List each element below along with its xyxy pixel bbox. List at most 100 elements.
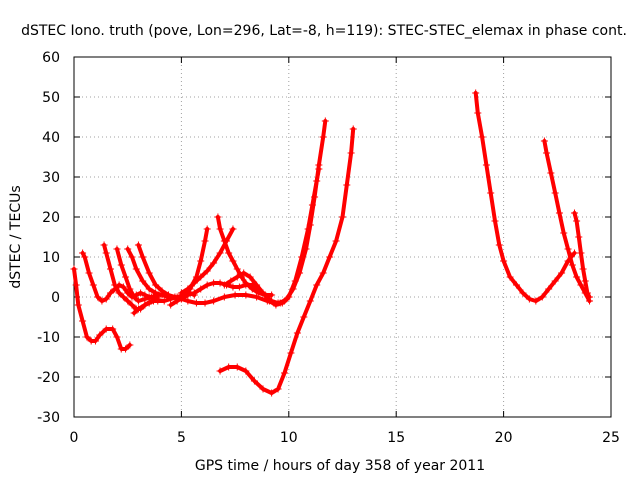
x-tick-label: 15	[387, 430, 405, 446]
data-point-marker	[291, 277, 299, 285]
data-point-marker	[313, 177, 321, 185]
data-point-marker	[478, 133, 486, 141]
data-point-marker	[126, 285, 134, 293]
data-point-marker	[85, 269, 93, 277]
series-line	[222, 167, 321, 307]
series-4	[113, 245, 162, 305]
data-point-marker	[500, 257, 508, 265]
data-point-marker	[253, 281, 261, 289]
data-point-marker	[265, 297, 273, 305]
data-point-marker	[145, 285, 153, 293]
data-point-marker	[278, 299, 286, 307]
data-point-marker	[250, 377, 258, 385]
data-point-marker	[152, 281, 160, 289]
data-point-marker	[225, 363, 233, 371]
data-point-marker	[152, 289, 160, 297]
data-point-marker	[564, 245, 572, 253]
data-point-marker	[573, 217, 581, 225]
data-point-marker	[300, 313, 308, 321]
data-point-marker	[134, 297, 142, 305]
data-point-marker	[532, 297, 540, 305]
data-point-marker	[474, 109, 482, 117]
data-point-marker	[201, 299, 209, 307]
data-point-marker	[347, 149, 355, 157]
data-point-marker	[115, 289, 123, 297]
data-point-marker	[126, 341, 134, 349]
data-point-marker	[167, 301, 175, 309]
data-point-marker	[214, 213, 222, 221]
data-point-marker	[145, 269, 153, 277]
data-point-marker	[543, 149, 551, 157]
data-point-marker	[583, 289, 591, 297]
data-point-marker	[229, 283, 237, 291]
data-point-marker	[171, 293, 179, 301]
data-point-marker	[577, 281, 585, 289]
data-point-marker	[231, 291, 239, 299]
data-point-marker	[122, 345, 130, 353]
x-axis-label: GPS time / hours of day 358 of year 2011	[195, 458, 485, 474]
data-point-marker	[192, 299, 200, 307]
data-series	[70, 89, 594, 397]
data-point-marker	[586, 293, 594, 301]
y-tick-label: -10	[37, 330, 60, 346]
data-point-marker	[229, 257, 237, 265]
data-point-marker	[147, 297, 155, 305]
series-1	[70, 265, 134, 353]
series-13	[220, 165, 323, 309]
data-point-marker	[568, 261, 576, 269]
axis-ticks	[73, 56, 612, 418]
data-point-marker	[268, 389, 276, 397]
x-tick-label: 25	[602, 430, 620, 446]
data-point-marker	[233, 273, 241, 281]
data-point-marker	[210, 259, 218, 267]
data-point-marker	[158, 287, 166, 295]
data-point-marker	[203, 281, 211, 289]
data-point-marker	[259, 289, 267, 297]
data-point-marker	[547, 169, 555, 177]
data-point-marker	[134, 305, 142, 313]
data-point-marker	[349, 125, 357, 133]
data-point-marker	[107, 289, 115, 297]
data-point-marker	[210, 279, 218, 287]
data-point-marker	[298, 253, 306, 261]
data-point-marker	[109, 325, 117, 333]
data-point-marker	[216, 279, 224, 287]
data-point-marker	[96, 331, 104, 339]
series-line	[542, 139, 592, 303]
data-point-marker	[216, 225, 224, 233]
y-tick-label: 50	[42, 90, 60, 106]
data-point-marker	[558, 269, 566, 277]
data-point-marker	[100, 241, 108, 249]
data-point-marker	[321, 117, 329, 125]
data-point-marker	[551, 189, 559, 197]
plot-border	[73, 56, 612, 418]
data-point-marker	[184, 291, 192, 299]
data-point-marker	[246, 273, 254, 281]
data-point-marker	[111, 281, 119, 289]
data-point-marker	[130, 293, 138, 301]
data-point-marker	[203, 225, 211, 233]
data-point-marker	[233, 265, 241, 273]
data-point-marker	[319, 133, 327, 141]
y-tick-label: 10	[42, 250, 60, 266]
y-tick-label: 60	[42, 50, 60, 66]
data-point-marker	[102, 249, 110, 257]
data-point-marker	[74, 301, 82, 309]
data-point-marker	[190, 289, 198, 297]
data-point-marker	[570, 209, 578, 217]
data-point-marker	[130, 309, 138, 317]
axis-tick-labels: 0 5 10 15 20 25 -30 -20 -10 0 10 20 30 40 50 60	[37, 50, 620, 446]
data-point-marker	[102, 295, 110, 303]
data-point-marker	[89, 281, 97, 289]
y-tick-label: -20	[37, 370, 60, 386]
data-point-marker	[98, 297, 106, 305]
data-point-marker	[343, 181, 351, 189]
x-tick-label: 5	[177, 430, 186, 446]
data-point-marker	[229, 225, 237, 233]
data-point-marker	[306, 297, 314, 305]
data-point-marker	[242, 291, 250, 299]
data-point-marker	[119, 293, 127, 301]
data-point-marker	[165, 291, 173, 299]
data-point-marker	[227, 277, 235, 285]
data-point-marker	[235, 283, 243, 291]
